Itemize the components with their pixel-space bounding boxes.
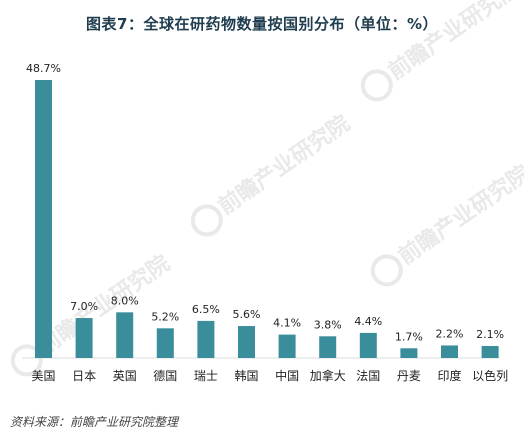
bar-8 xyxy=(359,332,377,358)
bar-6 xyxy=(278,334,296,358)
chart-title: 图表7：全球在研药物数量按国别分布（单位：%） xyxy=(86,15,438,33)
bar-5 xyxy=(238,326,255,358)
category-label: 印度 xyxy=(437,368,461,383)
watermark-text: 前瞻产业研究院 xyxy=(34,250,175,360)
bar-3 xyxy=(156,328,174,358)
bar-0 xyxy=(35,80,52,358)
category-label: 加拿大 xyxy=(310,368,346,383)
value-label: 8.0% xyxy=(111,294,139,307)
category-label: 丹麦 xyxy=(397,369,421,383)
category-label: 日本 xyxy=(72,369,96,383)
bar-10 xyxy=(441,345,458,358)
value-label: 5.6% xyxy=(233,308,261,321)
bar-1 xyxy=(75,318,93,358)
watermark-text: 前瞻产业研究院 xyxy=(214,110,355,220)
watermark: 前瞻产业研究院 xyxy=(190,110,355,237)
category-label: 美国 xyxy=(31,369,55,383)
category-label: 英国 xyxy=(113,369,137,383)
value-label: 48.7% xyxy=(26,62,61,75)
category-label: 中国 xyxy=(275,368,299,383)
watermark-text: 前瞻产业研究院 xyxy=(394,160,524,270)
value-label: 3.8% xyxy=(314,318,342,331)
value-label: 5.2% xyxy=(151,310,179,323)
source-note: 资料来源：前瞻产业研究院整理 xyxy=(10,415,179,429)
value-label: 1.7% xyxy=(395,330,423,343)
watermark: 前瞻产业研究院 xyxy=(360,0,524,102)
category-label: 以色列 xyxy=(472,369,508,383)
bar-9 xyxy=(400,348,418,358)
watermark: 前瞻产业研究院 xyxy=(370,160,524,287)
bar-4 xyxy=(197,320,215,358)
category-label: 德国 xyxy=(153,368,177,383)
value-label: 2.2% xyxy=(436,327,464,340)
category-label: 韩国 xyxy=(234,368,258,383)
watermark-text: 前瞻产业研究院 xyxy=(384,0,524,85)
bars-group xyxy=(35,80,499,358)
value-label: 6.5% xyxy=(192,303,220,316)
value-label: 4.1% xyxy=(273,317,301,330)
value-label: 2.1% xyxy=(476,328,504,341)
bar-7 xyxy=(319,336,337,358)
category-label: 法国 xyxy=(356,369,380,383)
bar-2 xyxy=(116,312,134,358)
value-label: 4.4% xyxy=(354,315,382,328)
labels-group: 48.7% 美国 7.0% 日本 8.0% 英国 5.2% 德国 6.5% 瑞士 5.6% 韩国 4.1… xyxy=(26,62,508,383)
value-label: 7.0% xyxy=(70,300,98,313)
category-label: 瑞士 xyxy=(194,369,218,383)
bar-11 xyxy=(481,346,499,358)
